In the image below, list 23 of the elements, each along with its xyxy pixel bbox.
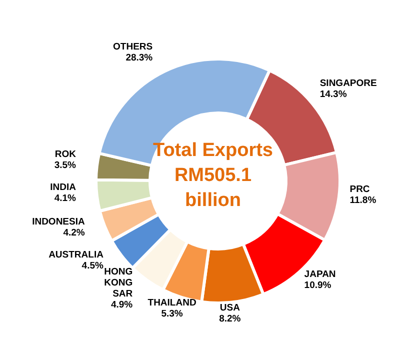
data-label: 4.9% bbox=[110, 300, 134, 311]
data-label: 5.3% bbox=[161, 308, 184, 320]
slice-label: THAILAND bbox=[148, 297, 196, 308]
slice-label: AUSTRALIA bbox=[48, 249, 104, 260]
slice-label: INDIA bbox=[50, 182, 76, 193]
slice-label: INDONESIA bbox=[32, 216, 85, 228]
data-label: 8.2% bbox=[219, 313, 242, 324]
data-label: 10.9% bbox=[304, 280, 332, 291]
slice-label: SINGAPORE bbox=[320, 78, 377, 90]
data-label: 28.3% bbox=[126, 52, 154, 64]
text: Total Exports RM505.1 billion bbox=[152, 139, 274, 213]
slice-label: USA bbox=[220, 302, 240, 314]
slice-label: JAPAN bbox=[304, 268, 336, 280]
data-label: 4.5% bbox=[82, 260, 104, 272]
data-label: 11.8% bbox=[350, 195, 377, 206]
slice-label: OTHERS bbox=[113, 41, 153, 52]
slice-label: ROK bbox=[54, 149, 76, 160]
slice-label: HONG KONG SAR bbox=[104, 266, 133, 300]
data-label: 14.3% bbox=[320, 89, 348, 100]
slice-label: PRC bbox=[350, 184, 370, 196]
data-label: 4.1% bbox=[54, 192, 77, 204]
data-label: 4.2% bbox=[63, 228, 86, 239]
data-label: 3.5% bbox=[54, 160, 77, 172]
